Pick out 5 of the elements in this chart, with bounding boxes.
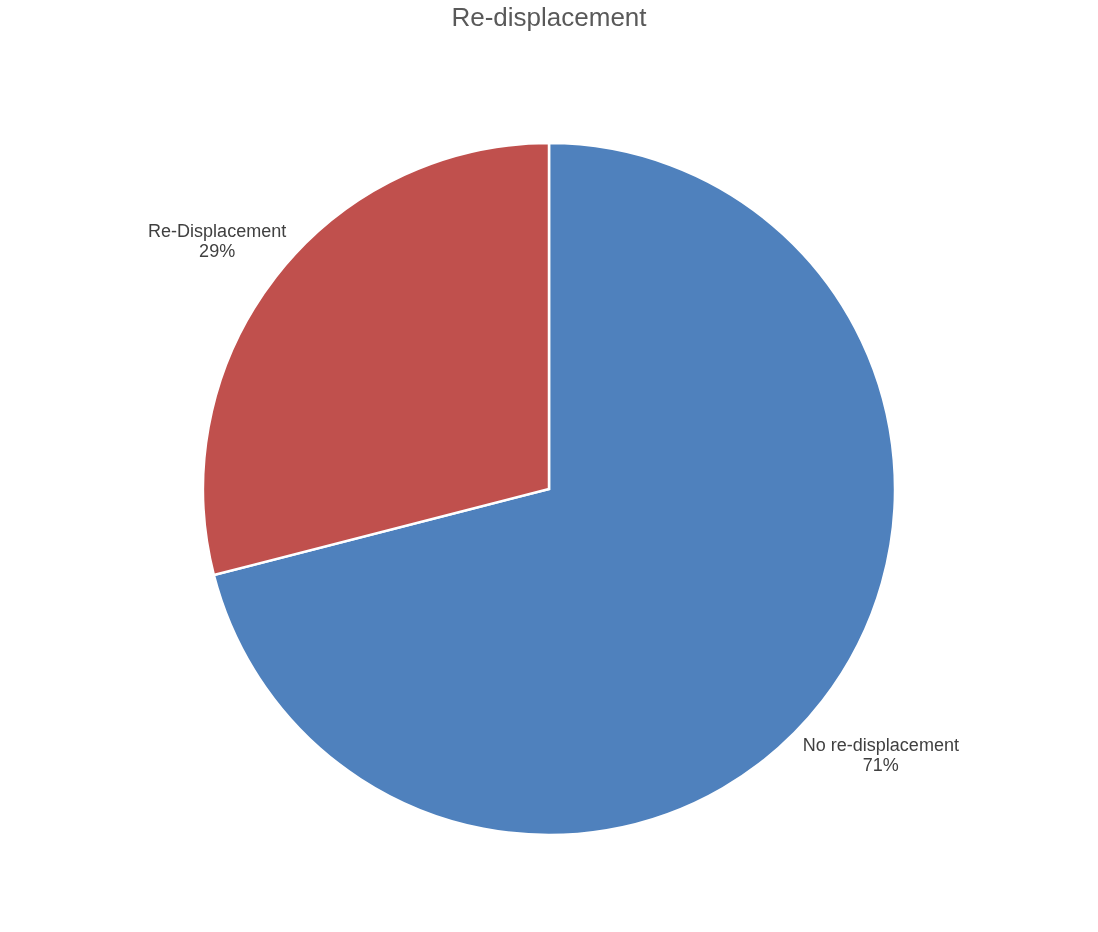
data-label: 71% [862, 755, 899, 776]
data-label: 29% [199, 240, 236, 261]
slice-label: No re-displacement [802, 735, 959, 756]
slice-label: Re-Displacement [148, 220, 287, 241]
chart-title: Re-displacement [451, 2, 648, 32]
